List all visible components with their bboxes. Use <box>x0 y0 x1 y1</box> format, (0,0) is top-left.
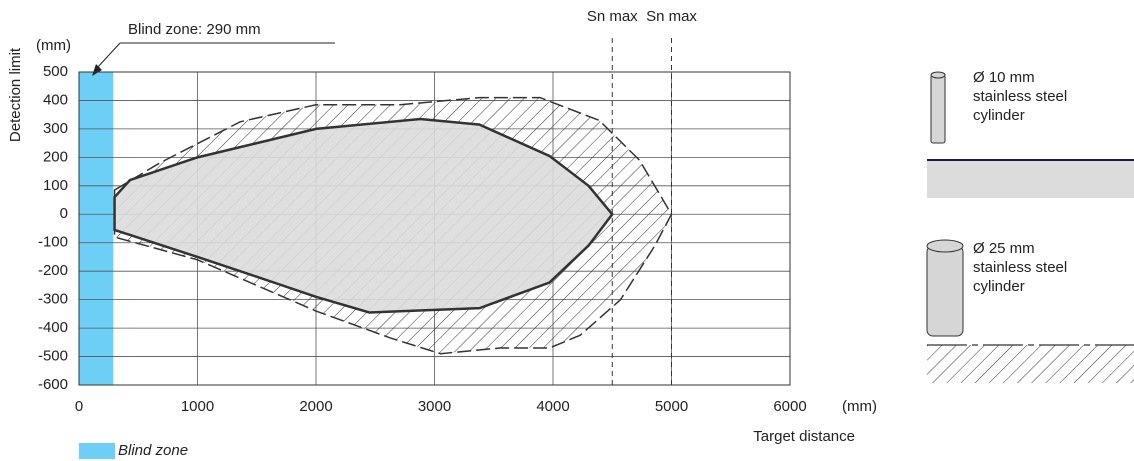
annotation: Blind zone: 290 mm <box>128 21 261 38</box>
detection-area <box>113 117 614 314</box>
y-axis-label: Detection limit <box>7 47 24 142</box>
x-tick-label: 6000 <box>773 398 806 415</box>
x-tick-label: 1000 <box>181 398 214 415</box>
y-tick-label: -600 <box>38 376 68 393</box>
arrow-head <box>92 64 102 76</box>
annotation-arrow <box>96 42 121 69</box>
legend-swatch <box>927 160 1134 198</box>
y-tick-label: 200 <box>43 148 68 165</box>
sn-max-label: Sn max <box>587 8 638 25</box>
y-tick-label: 500 <box>43 63 68 80</box>
legend-swatch <box>927 345 1134 383</box>
x-unit: (mm) <box>842 398 877 415</box>
x-tick-label: 2000 <box>299 398 332 415</box>
y-tick-label: -100 <box>38 234 68 251</box>
y-tick-label: 0 <box>60 205 68 222</box>
y-tick-label: -200 <box>38 262 68 279</box>
plot-frame <box>78 71 791 386</box>
y-unit: (mm) <box>36 37 71 54</box>
y-tick-label: -400 <box>38 319 68 336</box>
y-tick-label: 300 <box>43 120 68 137</box>
legend-label: Ø 10 mm stainless steel cylinder <box>973 69 1068 124</box>
cylinder-icon <box>926 71 964 337</box>
y-tick-label: -500 <box>38 348 68 365</box>
x-tick-label: 5000 <box>655 398 688 415</box>
x-tick-label: 4000 <box>536 398 569 415</box>
y-tick-label: 400 <box>43 91 68 108</box>
blind-zone <box>79 72 114 385</box>
sn-max-label: Sn max <box>646 8 697 25</box>
blind-zone-swatch <box>79 443 115 459</box>
y-tick-label: -300 <box>38 291 68 308</box>
x-tick-label: 3000 <box>418 398 451 415</box>
blind-zone-legend: Blind zone <box>118 442 188 459</box>
x-axis-label: Target distance <box>753 428 855 445</box>
legend-label: Ø 25 mm stainless steel cylinder <box>973 240 1068 295</box>
y-tick-label: 100 <box>43 177 68 194</box>
x-tick-label: 0 <box>75 398 83 415</box>
